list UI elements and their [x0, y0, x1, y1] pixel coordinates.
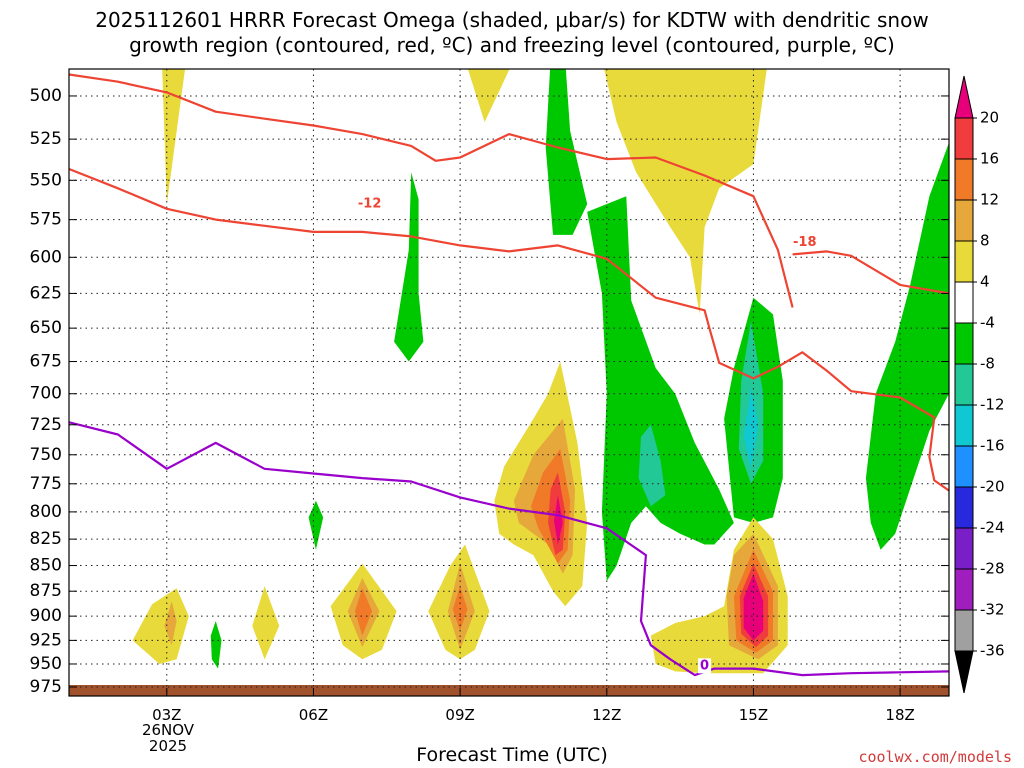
colorbar-label-6: -8: [980, 355, 995, 373]
y-tick-label-825: 825: [30, 529, 62, 549]
y-tick-label-675: 675: [30, 352, 62, 372]
omega-region-cyan-1500: [743, 387, 759, 469]
freezing-level-contour-label-halo: [698, 658, 712, 674]
y-tick-label-800: 800: [30, 502, 62, 522]
omega-region-magenta-1100: [554, 495, 563, 545]
colorbar-label-11: -28: [980, 560, 1005, 578]
date-label: 26NOV 2025: [128, 722, 208, 754]
y-tick-label-750: 750: [30, 445, 62, 465]
omega-region-green-blob-0400: [210, 621, 222, 669]
colorbar-label-13: -36: [980, 642, 1005, 660]
watermark-link[interactable]: coolwx.com/models: [858, 748, 1012, 766]
x-tick-label-15Z: 15Z: [739, 706, 768, 724]
y-tick-label-775: 775: [30, 474, 62, 494]
colorbar-bin-4: [954, 240, 974, 283]
colorbar-label-7: -12: [980, 396, 1005, 414]
omega-shading-layer: [69, 69, 949, 696]
x-axis-label: Forecast Time (UTC): [416, 744, 608, 766]
ground-strip: [69, 685, 949, 696]
x-tick-label-09Z: 09Z: [445, 706, 474, 724]
y-tick-label-550: 550: [30, 170, 62, 190]
y-tick-label-850: 850: [30, 556, 62, 576]
y-tick-label-500: 500: [30, 86, 62, 106]
colorbar-bin-11: [954, 527, 974, 570]
freezing-level-contour-label: 0: [700, 658, 709, 673]
omega-region-green-blob-0605: [308, 500, 324, 550]
omega-region-green-right: [865, 142, 949, 550]
colorbar-label-10: -24: [980, 519, 1005, 537]
omega-region-orange-0300: [164, 601, 177, 646]
colorbar-label-0: 20: [980, 109, 999, 127]
omega-region-green-column-1100: [545, 69, 588, 235]
colorbar-label-2: 12: [980, 191, 999, 209]
date-label-day: 26NOV: [141, 721, 195, 739]
y-tick-label-650: 650: [30, 318, 62, 338]
omega-region-magenta-1500: [743, 573, 764, 641]
colorbar-bin-3: [954, 199, 974, 242]
y-tick-label-950: 950: [30, 654, 62, 674]
colorbar-bin-2: [954, 158, 974, 201]
colorbar-label-4: 4: [980, 273, 990, 291]
omega-region-yellow-0300: [132, 588, 189, 664]
omega-region-green-band-1230: [587, 196, 734, 581]
dgz-top-contour: [69, 73, 794, 308]
omega-region-yellow-plume-1330: [604, 69, 767, 315]
y-tick-label-900: 900: [30, 606, 62, 626]
omega-region-yellow-column-0950: [467, 69, 510, 123]
x-tick-label-03Z: 03Z: [152, 706, 181, 724]
colorbar-top-arrow: [954, 75, 974, 119]
colorbar-bin-8: [954, 404, 974, 447]
contours-layer: -12 -18 0: [69, 73, 949, 677]
colorbar: 20 16 12 8 4 -4 -8 -12 -16 -20 -24 -28 -32 -36: [954, 75, 1005, 694]
omega-region-teal-1300: [638, 424, 666, 507]
y-tick-label-575: 575: [30, 210, 62, 230]
colorbar-bin-9: [954, 445, 974, 488]
freezing-level-contour: [69, 421, 949, 677]
omega-region-dorange-0700: [355, 588, 373, 636]
colorbar-label-3: 8: [980, 232, 990, 250]
y-tick-label-700: 700: [30, 384, 62, 404]
colorbar-label-12: -32: [980, 601, 1005, 619]
y-tick-label-725: 725: [30, 415, 62, 435]
y-tick-label-525: 525: [30, 129, 62, 149]
x-tick-label-18Z: 18Z: [885, 706, 914, 724]
x-tick-label-06Z: 06Z: [299, 706, 328, 724]
chart-title-line2: growth region (contoured, red, ºC) and f…: [129, 33, 895, 57]
colorbar-bin-7: [954, 363, 974, 406]
colorbar-label-8: -16: [980, 437, 1005, 455]
colorbar-bottom-arrow: [954, 650, 974, 694]
y-tick-label-975: 975: [30, 677, 62, 697]
omega-region-yellow-column-0330: [162, 69, 186, 205]
colorbar-bin-6: [954, 322, 974, 365]
plot-background: [69, 69, 949, 696]
gridlines-layer: [69, 69, 949, 696]
y-tick-label-925: 925: [30, 630, 62, 650]
colorbar-label-5: -4: [980, 314, 995, 332]
x-tick-label-12Z: 12Z: [592, 706, 621, 724]
colorbar-bin-13: [954, 609, 974, 652]
colorbar-label-9: -20: [980, 478, 1005, 496]
y-tick-label-875: 875: [30, 581, 62, 601]
plot-frame: [68, 68, 950, 697]
y-tick-label-625: 625: [30, 283, 62, 303]
dgz-minus12-contour-label-halo: [355, 196, 384, 212]
dgz-minus12-contour: [69, 167, 949, 492]
colorbar-bin-5: [954, 281, 974, 324]
ground-layer: [69, 685, 949, 696]
colorbar-bin-12: [954, 568, 974, 611]
dgz-minus18-contour-label: -18: [793, 235, 817, 250]
omega-region-yellow-0500: [252, 586, 280, 660]
chart-title-line1: 2025112601 HRRR Forecast Omega (shaded, …: [95, 8, 929, 32]
dgz-minus18-contour-label-halo: [791, 234, 819, 250]
colorbar-label-1: 16: [980, 150, 999, 168]
y-tick-label-600: 600: [30, 247, 62, 267]
colorbar-bin-10: [954, 486, 974, 529]
date-label-year: 2025: [148, 737, 188, 755]
dgz-minus18-contour: [792, 250, 949, 295]
axes-layer: 500 525 550 575 600 625 650 675 700 725 750 775 800 8…: [30, 68, 950, 724]
dgz-minus12-contour-label: -12: [358, 197, 382, 212]
colorbar-bin-1: [954, 117, 974, 160]
